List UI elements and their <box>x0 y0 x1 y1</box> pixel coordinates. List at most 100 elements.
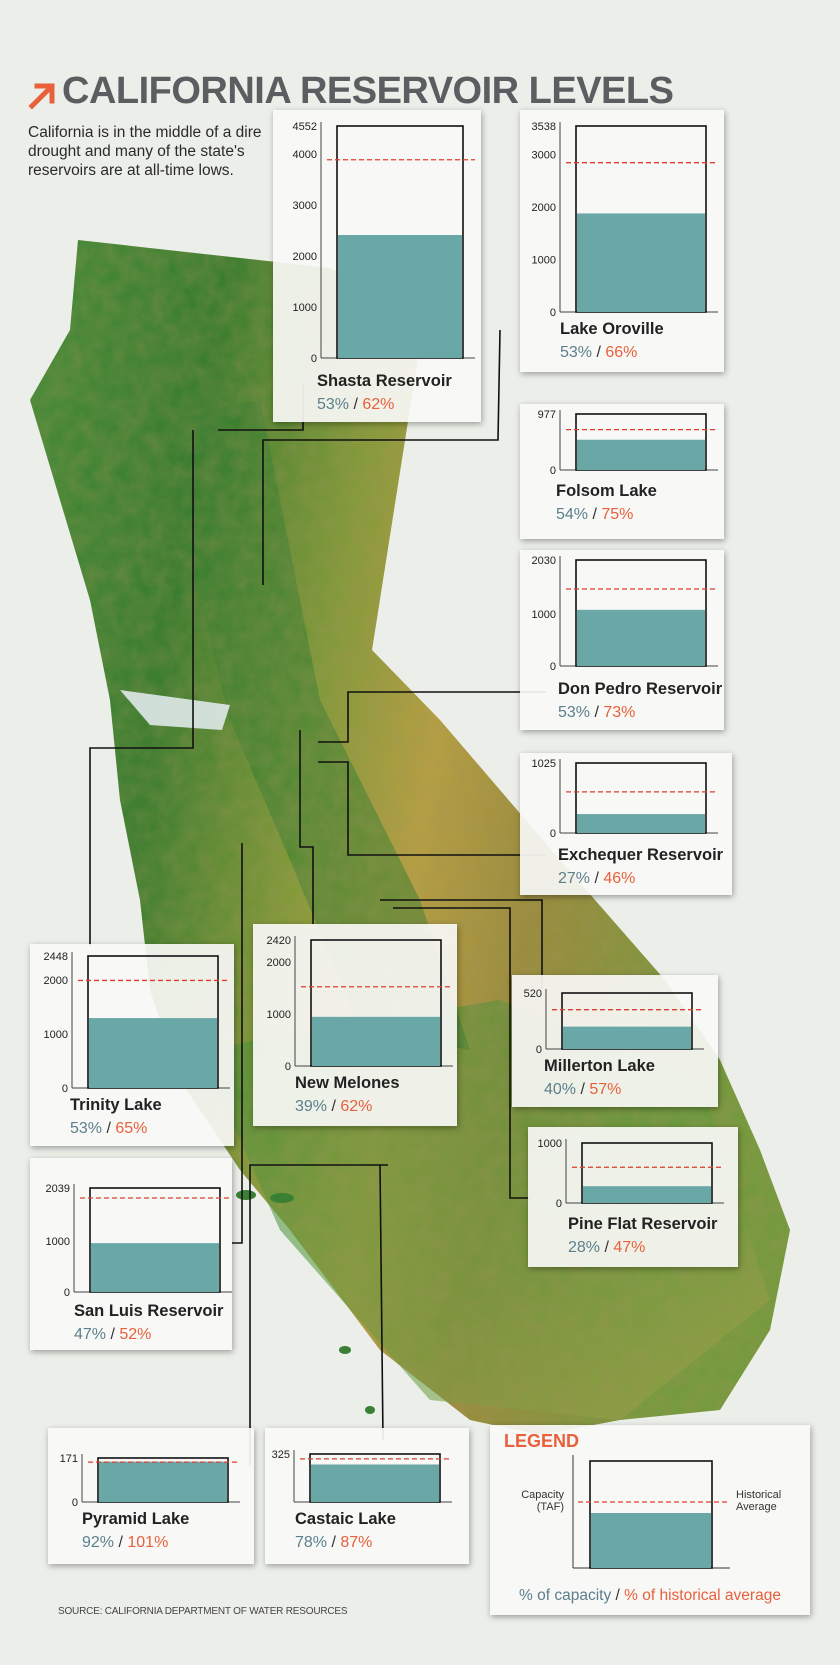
tick-label: 2039 <box>46 1183 70 1195</box>
tick-label: 3000 <box>532 149 556 161</box>
tick-label: 0 <box>72 1497 78 1509</box>
pct-of-capacity: 53% <box>70 1120 103 1137</box>
legend-chart <box>572 1455 730 1569</box>
pct-of-capacity: 47% <box>74 1326 107 1343</box>
pct-of-historical-average: 75% <box>601 506 634 523</box>
tick-label: 0 <box>550 828 556 840</box>
tick-label: 3000 <box>293 200 317 212</box>
reservoir-percentages: 47% / 52% <box>74 1326 152 1343</box>
reservoir-name: Exchequer Reservoir <box>558 846 724 864</box>
tick-label: 171 <box>60 1453 78 1465</box>
current-storage-bar <box>577 814 705 833</box>
tick-label: 1000 <box>532 254 556 266</box>
current-storage-bar <box>577 213 705 312</box>
tick-label: 0 <box>550 661 556 673</box>
legend-panel: LEGEND Capacity (TAF) Historical Average… <box>490 1425 810 1615</box>
reservoir-card-new-melones: 0 1000 2000 2420 New Melones 39% / 62% <box>253 924 457 1126</box>
tick-label: 325 <box>272 1449 290 1461</box>
tick-label: 1000 <box>532 609 556 621</box>
reservoir-percentages: 54% / 75% <box>556 506 634 523</box>
reservoir-chart-pine-flat-reservoir: 0 1000 <box>538 1138 724 1210</box>
current-storage-bar <box>312 1016 440 1066</box>
pct-of-capacity: 27% <box>558 870 591 887</box>
pct-of-capacity: 40% <box>544 1081 577 1098</box>
reservoir-percentages: 78% / 87% <box>295 1534 373 1551</box>
tick-label: 1000 <box>267 1009 291 1021</box>
tick-label: 4552 <box>293 121 317 133</box>
tick-label: 2000 <box>293 251 317 263</box>
tick-label: 0 <box>311 353 317 365</box>
current-storage-bar <box>577 609 705 666</box>
reservoir-chart-folsom-lake: 0 977 <box>538 409 718 477</box>
tick-label: 0 <box>550 307 556 319</box>
reservoir-percentages: 53% / 73% <box>558 704 636 721</box>
tick-label: 2000 <box>44 975 68 987</box>
tick-label: 1000 <box>538 1138 562 1150</box>
reservoir-card-castaic-lake: 325 Castaic Lake 78% / 87% <box>265 1428 469 1564</box>
reservoir-card-don-pedro-reservoir: 0 1000 2030 Don Pedro Reservoir 53% / 73% <box>520 550 724 730</box>
reservoir-card-lake-oroville: 0 1000 2000 3000 3538 Lake Oroville 53% / 66% <box>520 110 724 372</box>
tick-label: 0 <box>62 1083 68 1095</box>
current-storage-bar <box>99 1461 227 1502</box>
tick-label: 2000 <box>267 957 291 969</box>
reservoir-card-san-luis-reservoir: 0 1000 2039 San Luis Reservoir 47% / 52% <box>30 1158 232 1350</box>
legend-footer-average: % of historical average <box>624 1587 781 1604</box>
current-storage-bar <box>91 1243 219 1292</box>
reservoir-chart-castaic-lake: 325 <box>272 1449 452 1503</box>
pct-of-historical-average: 65% <box>115 1120 148 1137</box>
reservoir-chart-trinity-lake: 0 1000 2000 2448 <box>44 951 230 1095</box>
tick-label: 2420 <box>267 935 291 947</box>
intro-text: California is in the middle of a dire dr… <box>28 124 262 179</box>
tick-label: 1000 <box>46 1236 70 1248</box>
pct-of-historical-average: 66% <box>605 344 638 361</box>
tick-label: 3538 <box>532 121 556 133</box>
reservoir-chart-new-melones: 0 1000 2000 2420 <box>267 935 453 1073</box>
pct-of-historical-average: 73% <box>603 704 636 721</box>
reservoir-card-pyramid-lake: 0 171 Pyramid Lake 92% / 101% <box>48 1428 254 1564</box>
pct-of-capacity: 53% <box>317 396 350 413</box>
pct-of-historical-average: 47% <box>613 1239 646 1256</box>
reservoir-percentages: 53% / 62% <box>317 396 395 413</box>
tick-label: 2030 <box>532 555 556 567</box>
tick-label: 4000 <box>293 149 317 161</box>
pct-of-historical-average: 87% <box>340 1534 373 1551</box>
current-storage-bar <box>89 1018 217 1088</box>
pct-of-historical-average: 101% <box>127 1534 169 1551</box>
pct-of-capacity: 92% <box>82 1534 115 1551</box>
arrow-icon <box>28 83 55 110</box>
reservoir-card-trinity-lake: 0 1000 2000 2448 Trinity Lake 53% / 65% <box>30 944 234 1146</box>
tick-label: 1025 <box>532 758 556 770</box>
pct-of-historical-average: 62% <box>362 396 395 413</box>
reservoir-percentages: 53% / 66% <box>560 344 638 361</box>
reservoir-name: Folsom Lake <box>556 482 657 500</box>
reservoir-chart-pyramid-lake: 0 171 <box>60 1453 240 1509</box>
reservoir-percentages: 40% / 57% <box>544 1081 622 1098</box>
reservoir-chart-shasta-reservoir: 0 1000 2000 3000 4000 4552 <box>293 121 475 365</box>
legend-capacity-label: Capacity (TAF) <box>521 1489 564 1513</box>
reservoir-name: Trinity Lake <box>70 1096 162 1114</box>
reservoir-name: Castaic Lake <box>295 1510 396 1528</box>
reservoir-chart-millerton-lake: 0 520 <box>524 988 704 1056</box>
tick-label: 977 <box>538 409 556 421</box>
reservoir-chart-lake-oroville: 0 1000 2000 3000 3538 <box>532 121 718 319</box>
reservoir-name: Pine Flat Reservoir <box>568 1215 718 1233</box>
current-storage-bar <box>563 1026 691 1049</box>
tick-label: 1000 <box>44 1029 68 1041</box>
reservoir-percentages: 27% / 46% <box>558 870 636 887</box>
reservoir-name: Lake Oroville <box>560 320 664 338</box>
tick-label: 520 <box>524 988 542 1000</box>
reservoir-percentages: 53% / 65% <box>70 1120 148 1137</box>
legend-footer-capacity: % of capacity <box>519 1587 612 1604</box>
pct-of-capacity: 39% <box>295 1098 328 1115</box>
current-storage-bar <box>583 1186 711 1203</box>
legend-footer: % of capacity / % of historical average <box>490 1587 810 1605</box>
reservoir-percentages: 92% / 101% <box>82 1534 169 1551</box>
reservoir-name: Shasta Reservoir <box>317 372 452 390</box>
pct-of-capacity: 78% <box>295 1534 328 1551</box>
pct-of-capacity: 53% <box>558 704 591 721</box>
current-storage-bar <box>311 1464 439 1502</box>
reservoir-card-shasta-reservoir: 0 1000 2000 3000 4000 4552 Shasta Reservoir 53%… <box>273 110 481 422</box>
pct-of-historical-average: 46% <box>603 870 636 887</box>
source-note: SOURCE: CALIFORNIA DEPARTMENT OF WATER R… <box>58 1606 348 1617</box>
reservoir-card-millerton-lake: 0 520 Millerton Lake 40% / 57% <box>512 975 718 1107</box>
